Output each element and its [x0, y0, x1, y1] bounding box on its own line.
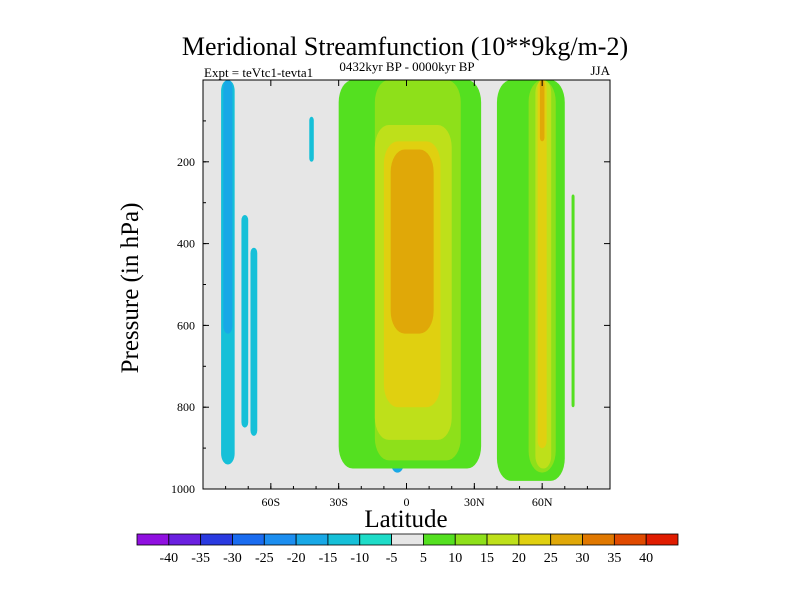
colorbar: -40 -35 -30 -25 -20 -15 -10 -5 5 10 15 20 25 30 35 40 — [136, 533, 679, 566]
colorbar-box — [518, 533, 552, 546]
x-tick-label: 30S — [329, 495, 348, 509]
contour-nh-right-strip — [571, 194, 575, 408]
experiment-label: Expt = teVtc1-tevta1 — [204, 65, 313, 80]
colorbar-label: -30 — [223, 551, 242, 566]
colorbar-box — [550, 533, 583, 546]
colorbar-box — [454, 533, 488, 546]
colorbar-label: -25 — [255, 551, 274, 566]
colorbar-box — [263, 533, 297, 546]
y-tick-label: 600 — [177, 318, 195, 332]
colorbar-label: -20 — [287, 551, 306, 566]
colorbar-box — [613, 533, 647, 546]
colorbar-label: 25 — [544, 551, 558, 566]
colorbar-box — [359, 533, 392, 546]
chart-title: Meridional Streamfunction (10**9kg/m-2) — [182, 32, 628, 61]
y-tick-label: 800 — [177, 400, 195, 414]
contour-sh-ferrel-b — [250, 247, 258, 436]
contour-nh-pos-25 — [539, 80, 545, 142]
colorbar-box — [136, 533, 170, 546]
contour-nh-pos-20 — [537, 80, 547, 449]
contour-sh-polar-core — [223, 80, 233, 334]
colorbar-label: -5 — [386, 551, 398, 566]
colorbar-box — [645, 533, 679, 546]
colorbar-box — [168, 533, 202, 546]
colorbar-label: -10 — [350, 551, 369, 566]
colorbar-box — [423, 533, 456, 546]
plot-area: 60S 30S 0 30N 60N 200 400 600 800 1000 — [171, 79, 611, 509]
y-axis-label: Pressure (in hPa) — [117, 203, 144, 374]
contour-tropical-pos-25 — [390, 149, 434, 334]
x-axis-label: Latitude — [364, 506, 447, 533]
contour-sh-ferrel-a — [241, 214, 249, 428]
colorbar-box — [295, 533, 329, 546]
colorbar-box — [391, 533, 424, 546]
colorbar-box — [486, 533, 520, 546]
colorbar-label: 20 — [512, 551, 526, 566]
y-tick-label: 1000 — [171, 482, 195, 496]
colorbar-label: 5 — [420, 551, 427, 566]
colorbar-box — [200, 533, 233, 546]
x-tick-label: 60S — [261, 495, 280, 509]
x-tick-label: 60N — [532, 495, 553, 509]
period-label: 0432kyr BP - 0000kyr BP — [339, 59, 474, 74]
colorbar-box — [232, 533, 265, 546]
colorbar-label: 40 — [639, 551, 653, 566]
colorbar-label: 35 — [607, 551, 621, 566]
colorbar-label: 10 — [448, 551, 462, 566]
colorbar-label: -40 — [159, 551, 178, 566]
contour-fills — [221, 80, 575, 481]
season-label: JJA — [590, 63, 610, 78]
colorbar-label: 15 — [480, 551, 494, 566]
colorbar-label: 30 — [576, 551, 590, 566]
colorbar-label: -35 — [191, 551, 210, 566]
contour-upper-blob — [309, 116, 314, 162]
colorbar-box — [582, 533, 615, 546]
x-tick-label: 0 — [404, 495, 410, 509]
colorbar-label: -15 — [319, 551, 338, 566]
x-tick-label: 30N — [464, 495, 485, 509]
y-tick-label: 400 — [177, 237, 195, 251]
y-tick-label: 200 — [177, 155, 195, 169]
colorbar-box — [327, 533, 361, 546]
